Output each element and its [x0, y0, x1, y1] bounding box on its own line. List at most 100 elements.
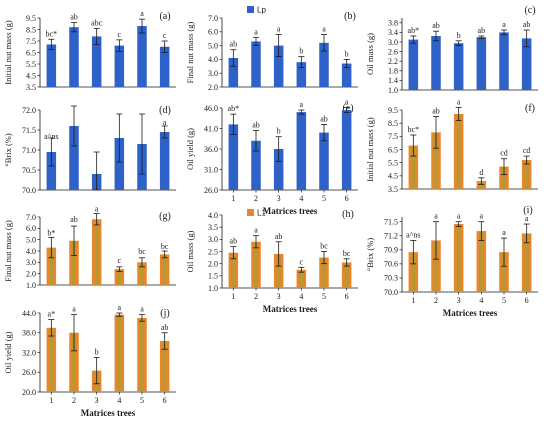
x-tick-label: 2 — [254, 292, 258, 301]
x-tick-label: 3 — [457, 296, 461, 305]
y-tick-label: 4.0 — [208, 55, 218, 64]
x-tick-label: 6 — [345, 292, 349, 301]
y-tick-label: 44.0 — [22, 309, 36, 318]
bar — [341, 63, 352, 87]
y-tick-label: 2.0 — [208, 259, 218, 268]
significance-label: a — [457, 97, 461, 106]
y-tick-label: 8.5 — [26, 25, 36, 34]
bar — [476, 37, 487, 90]
bar — [296, 112, 307, 190]
y-tick-label: 71.5 — [384, 217, 398, 226]
y-tick-label: 70.9 — [384, 246, 398, 255]
y-axis-label: °Brix (%) — [3, 133, 13, 167]
x-tick-label: 6 — [163, 396, 167, 405]
significance-label: b — [299, 47, 303, 56]
bar-inner — [411, 253, 416, 292]
bar-inner — [140, 263, 144, 285]
bar-inner — [72, 333, 76, 392]
significance-label: a — [118, 303, 122, 312]
y-tick-label: 71.5 — [22, 126, 36, 135]
panel-h: 1.0 1.5 2.0 2.5 3.0 3.5 4.0 Oil mass (g) (h) ab 1 a… — [185, 209, 358, 314]
y-tick-label: 2.5 — [208, 247, 218, 256]
significance-label: a — [72, 305, 76, 314]
significance-label: a — [457, 212, 461, 221]
significance-label: bc — [138, 247, 146, 256]
y-axis-label: Final nut mass (g) — [185, 22, 195, 84]
significance-label: a — [525, 214, 529, 223]
y-tick-label: 20.0 — [22, 388, 36, 397]
x-axis-label: Matrices trees — [443, 308, 498, 318]
y-tick-label: 36.0 — [204, 145, 218, 154]
bar — [159, 46, 170, 87]
significance-label: ab — [252, 121, 260, 130]
panel-label: (j) — [160, 308, 169, 319]
panel-d: 70.0 70.5 71.0 71.5 72.0 °Brix (%) (d) a^ns a — [3, 105, 176, 195]
bar — [114, 138, 125, 190]
bar-inner — [479, 232, 484, 292]
y-tick-label: 4.0 — [208, 211, 218, 220]
bar — [251, 140, 261, 190]
panel-g: 1.0 2.0 3.0 4.0 5.0 6.0 7.0 Final nut mass (g) (… — [3, 205, 176, 290]
bar-inner — [276, 254, 281, 288]
bar — [453, 43, 464, 90]
x-tick-label: 5 — [322, 292, 326, 301]
x-tick-label: 3 — [95, 396, 99, 405]
panel-label: (c) — [524, 5, 535, 16]
bar-inner — [72, 241, 76, 285]
significance-label: d — [479, 168, 483, 177]
y-tick-label: 3.0 — [388, 38, 398, 47]
significance-label: c — [118, 256, 122, 265]
bar — [273, 149, 284, 190]
y-tick-label: 70.5 — [22, 166, 36, 175]
panel-label: (f) — [525, 103, 535, 114]
y-tick-label: 9.5 — [26, 14, 36, 23]
bar — [431, 36, 441, 90]
panel-b: 2.0 3.0 4.0 5.0 6.0 7.0 Final nut mass (g) (b) a… — [185, 11, 358, 92]
bar — [296, 62, 307, 87]
y-tick-label: 70.3 — [384, 274, 398, 283]
y-axis-label: °Brix (%) — [365, 238, 375, 272]
y-tick-label: 9.5 — [388, 106, 398, 115]
y-tick-label: 8.5 — [388, 119, 398, 128]
y-tick-label: 31.0 — [204, 165, 218, 174]
y-tick-label: 46.0 — [204, 104, 218, 113]
significance-label: b* — [47, 228, 55, 237]
bar — [273, 45, 284, 87]
significance-label: a — [140, 9, 144, 18]
significance-label: ab — [70, 13, 78, 22]
significance-label: c — [118, 30, 122, 39]
bar-inner — [411, 146, 416, 189]
y-axis-label: Final nut mass (g) — [3, 220, 13, 282]
panel-e: 26.0 31.0 36.0 41.0 46.0 Oil yield (g) (e) ab* 1… — [185, 98, 358, 216]
significance-label: abc — [91, 18, 103, 27]
x-tick-label: 4 — [479, 296, 483, 305]
bar-inner — [117, 315, 122, 392]
panel-label: (b) — [344, 11, 356, 22]
bar-inner — [162, 255, 167, 285]
y-tick-label: 3.0 — [208, 235, 218, 244]
legend-l1: L1 — [247, 209, 266, 218]
bar-inner — [322, 258, 326, 288]
y-tick-label: 71.2 — [384, 232, 398, 241]
bar-inner — [434, 133, 438, 189]
y-tick-label: 1.8 — [388, 67, 398, 76]
bar — [69, 126, 79, 190]
y-tick-label: 1.0 — [208, 284, 218, 293]
y-tick-label: 2.0 — [26, 269, 36, 278]
bar — [228, 124, 239, 190]
bar — [91, 36, 102, 87]
bar — [251, 41, 261, 87]
bar — [159, 132, 170, 190]
bar-inner — [117, 270, 122, 285]
significance-label: a — [254, 226, 258, 235]
significance-label: a — [345, 98, 349, 107]
y-tick-label: 3.5 — [208, 223, 218, 232]
significance-label: a — [300, 100, 304, 109]
y-tick-label: 38.0 — [22, 329, 36, 338]
bar — [69, 27, 79, 87]
bar-inner — [299, 270, 304, 288]
x-tick-label: 4 — [299, 194, 303, 203]
y-tick-label: 1.5 — [208, 272, 218, 281]
significance-label: bc* — [46, 29, 58, 38]
y-tick-label: 41.0 — [204, 124, 218, 133]
